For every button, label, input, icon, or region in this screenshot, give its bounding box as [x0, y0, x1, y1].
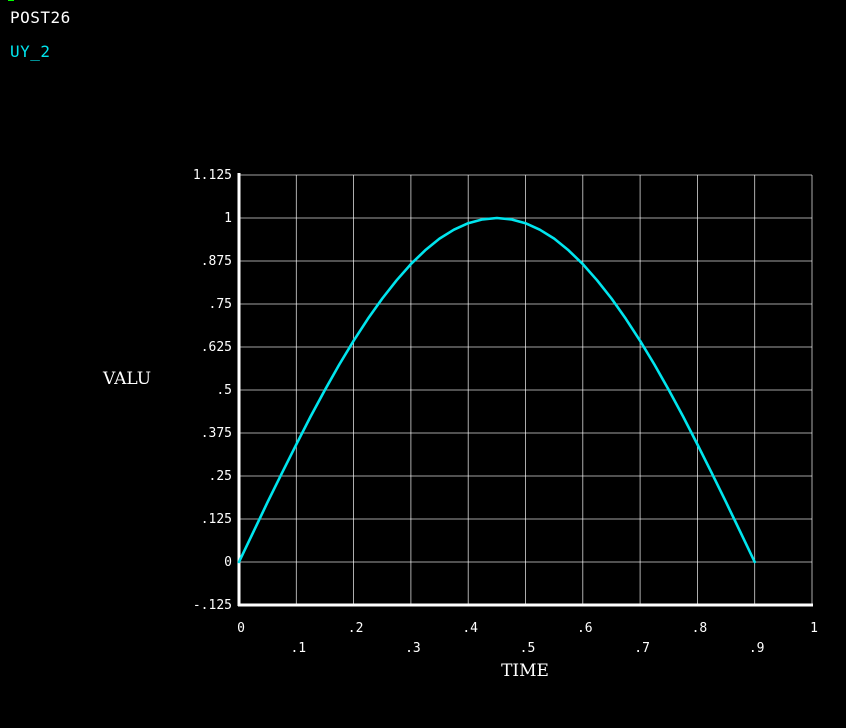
- x-tick-label: .9: [749, 641, 765, 656]
- y-tick-label: .75: [209, 297, 232, 312]
- x-tick-label: .2: [348, 621, 364, 636]
- x-tick-label: .5: [520, 641, 536, 656]
- y-tick-label: 1.125: [193, 168, 232, 183]
- x-tick-labels: 0 .1 .2 .3 .4 .5 .6 .7 .8 .9 1: [237, 621, 818, 656]
- y-tick-label: .125: [201, 512, 232, 527]
- y-tick-label: 0: [224, 555, 232, 570]
- x-tick-label: .7: [634, 641, 650, 656]
- x-tick-label: .8: [692, 621, 708, 636]
- series-line: [237, 216, 757, 564]
- x-tick-label: .4: [462, 621, 478, 636]
- y-tick-labels: -.125 0 .125 .25 .375 .5 .625 .75 .875 1 1.125: [193, 168, 232, 613]
- chart-axes: [237, 173, 813, 607]
- y-axis-title: VALU: [102, 369, 151, 389]
- x-tick-label: .1: [290, 641, 306, 656]
- plot-title: POST26: [10, 8, 71, 27]
- x-tick-label: 0: [237, 621, 245, 636]
- y-tick-label: .25: [209, 469, 232, 484]
- y-tick-label: .625: [201, 340, 232, 355]
- x-tick-label: 1: [810, 621, 818, 636]
- chart-grid: [238, 174, 813, 606]
- y-tick-label: .375: [201, 426, 232, 441]
- y-tick-label: 1: [224, 211, 232, 226]
- series-legend-label: UY_2: [10, 42, 51, 61]
- y-tick-label: .875: [201, 254, 232, 269]
- x-tick-label: .3: [405, 641, 421, 656]
- y-tick-label: -.125: [193, 598, 232, 613]
- y-tick-label: .5: [216, 383, 232, 398]
- x-axis-title: TIME: [501, 661, 549, 681]
- x-tick-label: .6: [577, 621, 593, 636]
- corner-marker: [8, 0, 14, 1]
- chart-series: [237, 216, 757, 564]
